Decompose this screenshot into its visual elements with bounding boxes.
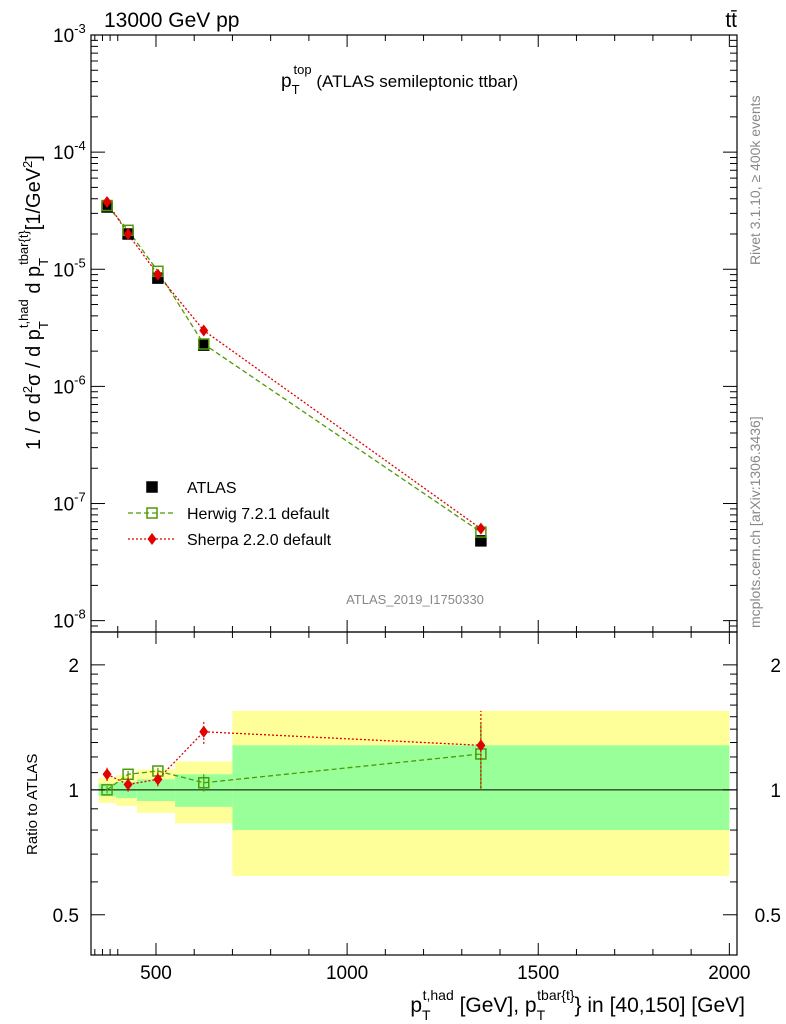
legend-label: ATLAS: [187, 480, 237, 497]
ratio-y-axis-label: Ratio to ATLAS: [24, 754, 41, 855]
plot-title-sub: T: [292, 82, 300, 97]
herwig-ratio-point: [198, 777, 210, 789]
y-tick-base: 10: [53, 495, 74, 516]
ratio-y-tick-label: 2: [68, 656, 79, 677]
ratio-y-tick-label-right: 1: [770, 781, 781, 802]
analysis-id: ATLAS_2019_I1750330: [346, 592, 484, 607]
ratio-panel: [91, 710, 737, 876]
legend-atlas-marker: [146, 481, 158, 493]
ratio-frame: [90, 631, 738, 956]
sherpa-point: [476, 522, 486, 535]
series-line: [106, 201, 482, 530]
sherpa-point: [123, 228, 133, 240]
legend-label: Herwig 7.2.1 default: [187, 506, 330, 523]
x-axis-label: pTt,had [GeV], pTtbar{t}} in [40,150] [G…: [410, 987, 745, 1023]
sherpa-ratio-point: [123, 778, 133, 791]
axes: 500 1000 1500 200010-310-410-510-610-710-82…: [53, 21, 781, 984]
x-tick-label: 500: [140, 963, 172, 984]
y-tick-label: 10-4: [53, 138, 86, 164]
process-label: tt̄: [725, 9, 737, 32]
sherpa-point: [199, 324, 209, 337]
legend-label: Sherpa 2.2.0 default: [187, 532, 332, 549]
y-tick-base: 10: [53, 26, 74, 47]
x-tick-label: 1500: [517, 963, 559, 984]
main-panel: [101, 196, 487, 547]
ratio-y-tick-label: 0.5: [53, 906, 79, 927]
y-tick-exponent: -7: [74, 490, 86, 505]
herwig-point: [198, 338, 210, 350]
y-tick-base: 10: [53, 260, 74, 281]
series-line: [106, 205, 482, 533]
y-tick-exponent: -5: [74, 255, 86, 270]
y-tick-exponent: -8: [74, 607, 86, 622]
sherpa-ratio-point: [153, 773, 163, 786]
y-tick-label: 10-7: [53, 490, 86, 516]
main-y-axis-label: 1 / σ d2σ / d pTt,had d pTtbar{t}[1/GeV2…: [16, 155, 51, 450]
sherpa-point: [102, 196, 112, 209]
x-tick-label: 1000: [326, 963, 368, 984]
y-tick-base: 10: [53, 612, 74, 633]
y-tick-exponent: -3: [74, 21, 86, 36]
atlas-data-point: [475, 535, 487, 547]
legend-herwig-marker: [146, 507, 158, 519]
y-tick-label: 10-6: [53, 372, 86, 398]
sherpa-ratio-point: [102, 768, 112, 781]
y-tick-base: 10: [53, 143, 74, 164]
y-tick-label: 10-8: [53, 607, 86, 633]
y-tick-exponent: -6: [74, 372, 86, 387]
y-tick-base: 10: [53, 377, 74, 398]
y-tick-label: 10-5: [53, 255, 86, 281]
ratio-y-tick-label-right: 2: [770, 656, 781, 677]
sherpa-point: [153, 268, 163, 281]
y-tick-label: 10-3: [53, 21, 86, 47]
rivet-label: Rivet 3.1.10, ≥ 400k events: [747, 95, 763, 265]
plot-title-rest: (ATLAS semileptonic ttbar): [312, 72, 519, 91]
sherpa-ratio-point: [199, 725, 209, 738]
plot-title: pTtop (ATLAS semileptonic ttbar): [281, 62, 518, 97]
plot-title-sup: top: [294, 62, 312, 77]
y-tick-exponent: -4: [74, 138, 86, 153]
x-tick-label: 2000: [708, 963, 750, 984]
ratio-y-tick-label: 1: [68, 781, 79, 802]
mcplots-label: mcplots.cern.ch [arXiv:1306.3436]: [747, 416, 763, 628]
legend-sherpa-marker: [147, 533, 157, 545]
legend: ATLAS Herwig 7.2.1 default Sherpa 2.2.0 de…: [128, 480, 332, 549]
plot-title-main: p: [281, 71, 292, 92]
sherpa-ratio-point: [476, 739, 486, 752]
energy-label: 13000 GeV pp: [104, 9, 239, 32]
ratio-y-tick-label-right: 0.5: [755, 906, 781, 927]
